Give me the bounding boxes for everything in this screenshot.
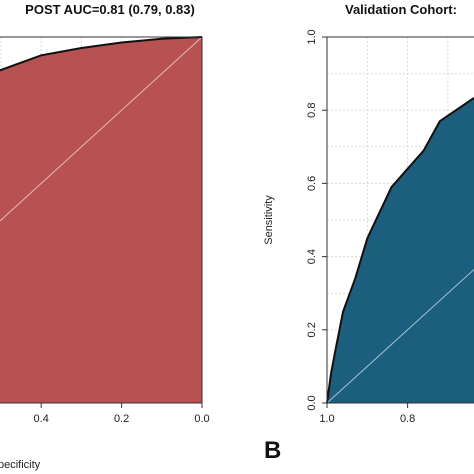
y-tick-label: 0.2: [306, 322, 318, 337]
y-tick-label: 1.0: [306, 29, 318, 44]
left-x-axis-label: pecificity: [0, 459, 41, 471]
right-y-axis-label: Sensitivity: [263, 195, 275, 245]
right-y-ticks: 0.0 0.2 0.4 0.6 0.8 1.0: [306, 29, 327, 411]
right-chart-title: Validation Cohort:: [345, 2, 457, 17]
left-x-ticks: 0.4 0.2 0.0: [34, 403, 210, 425]
x-tick-label: 0.2: [114, 413, 129, 425]
y-tick-label: 0.8: [306, 103, 318, 118]
right-reference-diagonal: [326, 268, 474, 404]
right-plot-frame: [326, 36, 474, 404]
left-roc-curve: [0, 36, 203, 72]
roc-panel-validation: 1.0 0.8 0.6 0.0 0.2 0.4 0.6 0.8 1.0 Validation …: [263, 2, 474, 425]
right-roc-area: [327, 98, 474, 403]
left-roc-area: [0, 37, 202, 403]
left-chart-title: POST AUC=0.81 (0.79, 0.83): [25, 2, 195, 17]
x-tick-label: 0.0: [194, 413, 209, 425]
x-tick-label: 1.0: [319, 413, 334, 425]
left-plot-frame: [0, 36, 203, 404]
right-x-ticks: 1.00.80.6: [319, 403, 415, 425]
right-roc-curve: [326, 96, 474, 404]
x-tick-label: 0.4: [34, 413, 49, 425]
panel-letter-b: B: [264, 437, 281, 464]
roc-panel-post: 0.4 0.2 0.0 POST AUC=0.81 (0.79, 0.83) pec…: [0, 2, 210, 471]
y-tick-label: 0.4: [306, 249, 318, 264]
y-tick-label: 0.6: [306, 176, 318, 191]
x-tick-label: 0.8: [400, 413, 415, 425]
left-reference-diagonal: [0, 36, 203, 222]
y-tick-label: 0.0: [306, 395, 318, 410]
